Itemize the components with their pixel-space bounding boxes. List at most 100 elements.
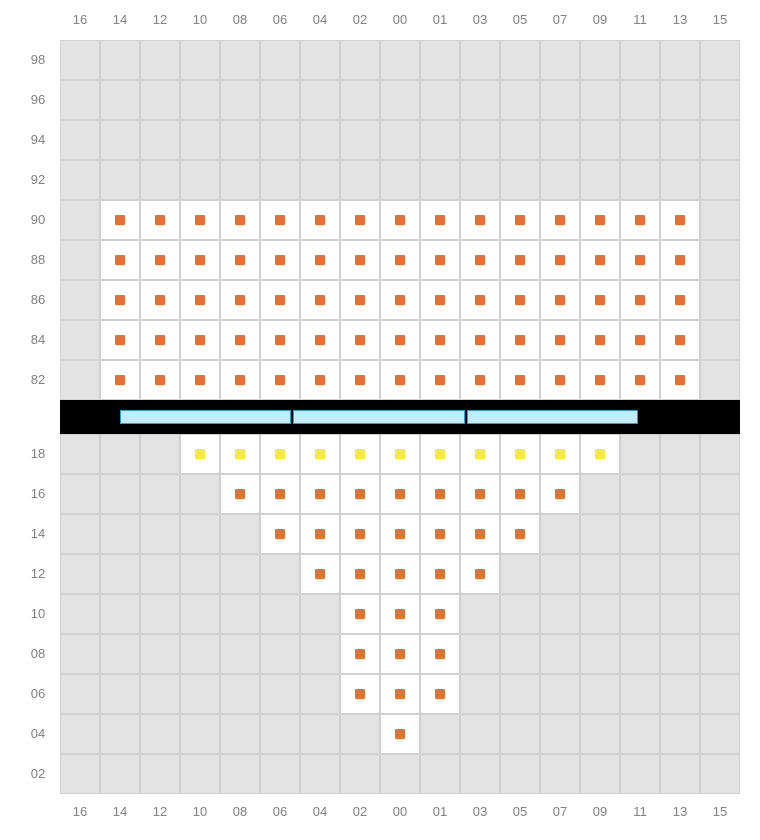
seat-cell[interactable] [260,320,300,360]
seat-cell[interactable] [260,240,300,280]
seat-cell[interactable] [660,240,700,280]
seat-cell[interactable] [420,360,460,400]
seat-cell[interactable] [660,200,700,240]
seat-cell[interactable] [180,200,220,240]
seat-cell[interactable] [260,474,300,514]
seat-cell[interactable] [420,280,460,320]
seat-cell[interactable] [380,360,420,400]
seat-cell[interactable] [420,434,460,474]
seat-cell[interactable] [620,360,660,400]
seat-cell[interactable] [420,200,460,240]
seat-cell[interactable] [140,200,180,240]
seat-cell[interactable] [220,240,260,280]
seat-cell[interactable] [380,594,420,634]
seat-cell[interactable] [300,360,340,400]
seat-cell[interactable] [540,474,580,514]
seat-cell[interactable] [340,200,380,240]
seat-cell[interactable] [580,280,620,320]
seat-cell[interactable] [340,674,380,714]
seat-cell[interactable] [460,514,500,554]
seat-cell[interactable] [340,514,380,554]
seat-cell[interactable] [460,280,500,320]
seat-cell[interactable] [420,594,460,634]
seat-cell[interactable] [260,514,300,554]
seat-cell[interactable] [580,200,620,240]
seat-cell[interactable] [620,240,660,280]
seat-cell[interactable] [500,474,540,514]
seat-cell[interactable] [460,434,500,474]
seat-cell[interactable] [420,514,460,554]
seat-cell[interactable] [380,320,420,360]
seat-cell[interactable] [140,360,180,400]
seat-cell[interactable] [260,434,300,474]
seat-cell[interactable] [580,240,620,280]
seat-cell[interactable] [180,434,220,474]
seat-cell[interactable] [580,320,620,360]
seat-cell[interactable] [500,360,540,400]
seat-cell[interactable] [460,474,500,514]
seat-cell[interactable] [340,360,380,400]
seat-cell[interactable] [300,554,340,594]
seat-cell[interactable] [220,360,260,400]
seat-cell[interactable] [340,474,380,514]
seat-cell[interactable] [340,554,380,594]
seat-cell[interactable] [340,280,380,320]
seat-cell[interactable] [460,360,500,400]
seat-cell[interactable] [340,320,380,360]
seat-cell[interactable] [540,320,580,360]
seat-cell[interactable] [300,320,340,360]
seat-cell[interactable] [100,280,140,320]
seat-cell[interactable] [620,200,660,240]
seat-cell[interactable] [500,514,540,554]
seat-cell[interactable] [460,240,500,280]
seat-cell[interactable] [540,240,580,280]
seat-cell[interactable] [180,320,220,360]
seat-cell[interactable] [140,240,180,280]
seat-cell[interactable] [260,280,300,320]
seat-cell[interactable] [340,634,380,674]
seat-cell[interactable] [340,240,380,280]
seat-cell[interactable] [660,360,700,400]
seat-cell[interactable] [460,200,500,240]
seat-cell[interactable] [300,434,340,474]
seat-cell[interactable] [540,280,580,320]
seat-cell[interactable] [380,554,420,594]
seat-cell[interactable] [460,320,500,360]
seat-cell[interactable] [220,320,260,360]
seat-cell[interactable] [620,320,660,360]
seat-cell[interactable] [500,434,540,474]
seat-cell[interactable] [220,474,260,514]
seat-cell[interactable] [220,280,260,320]
seat-cell[interactable] [620,280,660,320]
seat-cell[interactable] [660,320,700,360]
seat-cell[interactable] [380,634,420,674]
seat-cell[interactable] [340,434,380,474]
seat-cell[interactable] [380,514,420,554]
seat-cell[interactable] [460,554,500,594]
seat-cell[interactable] [540,200,580,240]
seat-cell[interactable] [500,280,540,320]
seat-cell[interactable] [420,240,460,280]
seat-cell[interactable] [300,474,340,514]
seat-cell[interactable] [380,240,420,280]
seat-cell[interactable] [100,320,140,360]
seat-cell[interactable] [180,280,220,320]
seat-cell[interactable] [180,240,220,280]
seat-cell[interactable] [220,434,260,474]
seat-cell[interactable] [340,594,380,634]
seat-cell[interactable] [180,360,220,400]
seat-cell[interactable] [420,474,460,514]
seat-cell[interactable] [100,360,140,400]
seat-cell[interactable] [580,360,620,400]
seat-cell[interactable] [100,240,140,280]
seat-cell[interactable] [500,200,540,240]
seat-cell[interactable] [420,554,460,594]
seat-cell[interactable] [380,674,420,714]
seat-cell[interactable] [540,434,580,474]
seat-cell[interactable] [500,240,540,280]
seat-cell[interactable] [300,280,340,320]
seat-cell[interactable] [140,280,180,320]
seat-cell[interactable] [300,514,340,554]
seat-cell[interactable] [140,320,180,360]
seat-cell[interactable] [380,434,420,474]
